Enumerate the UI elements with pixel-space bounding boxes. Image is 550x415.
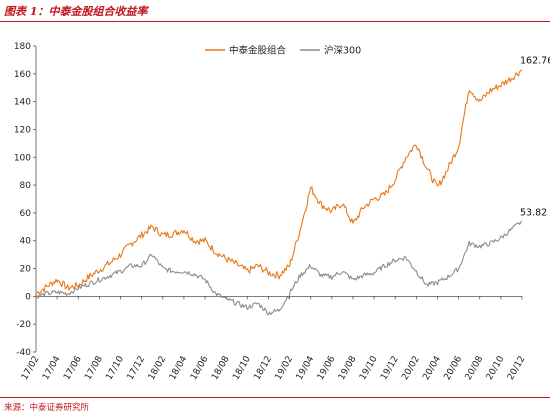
x-tick-label: 19/12 [379, 355, 401, 382]
x-tick-label: 18/06 [189, 354, 211, 382]
x-tick-label: 19/10 [358, 354, 380, 382]
legend-label: 中泰金股组合 [229, 45, 287, 57]
x-tick-label: 18/08 [210, 354, 232, 382]
figure-title: 图表 1：中泰金股组合收益率 [4, 5, 148, 18]
x-tick-label: 17/08 [83, 354, 105, 382]
y-tick-label: 60 [20, 209, 32, 219]
y-tick-label: 140 [14, 98, 31, 108]
x-tick-label: 17/12 [126, 355, 148, 382]
y-tick-label: 160 [14, 70, 31, 80]
x-tick-label: 19/02 [274, 355, 296, 382]
y-tick-label: 80 [20, 181, 32, 191]
source-divider [0, 397, 550, 398]
legend-label: 沪深300 [324, 45, 361, 57]
chart-legend: 中泰金股组合 沪深300 [205, 45, 361, 57]
y-tick-label: 20 [20, 265, 32, 275]
y-tick-label: 180 [14, 42, 31, 52]
end-label-index: 53.82 [520, 207, 547, 218]
x-tick-label: 17/02 [20, 355, 42, 382]
x-tick-label: 17/10 [104, 354, 126, 382]
x-tick-label: 20/08 [464, 354, 486, 382]
chart-axes: -40 -20 0 20 40 60 80 100 120 140 160 180 17/02 17/04… [14, 42, 528, 382]
y-tick-label: -20 [16, 320, 31, 330]
x-tick-label: 20/02 [400, 355, 422, 382]
source-note: 来源：中泰证券研究所 [4, 403, 90, 413]
title-divider [0, 21, 550, 22]
y-tick-label: 100 [14, 153, 31, 163]
x-tick-label: 18/12 [252, 355, 274, 382]
series-line-index [35, 220, 523, 316]
x-tick-label: 17/04 [41, 354, 63, 382]
x-tick-label: 20/04 [421, 354, 443, 382]
x-tick-label: 18/02 [147, 355, 169, 382]
chart-series: 162.76 53.82 [35, 56, 550, 316]
x-tick-label: 20/12 [506, 355, 528, 382]
line-chart: -40 -20 0 20 40 60 80 100 120 140 160 180 17/02 17/04… [14, 42, 550, 382]
series-line-portfolio [35, 69, 523, 295]
end-label-portfolio: 162.76 [520, 56, 550, 67]
y-tick-label: 120 [14, 125, 31, 135]
x-tick-label: 17/06 [62, 354, 84, 382]
y-tick-label: 0 [25, 292, 31, 302]
x-tick-label: 19/06 [316, 354, 338, 382]
x-tick-label: 20/10 [485, 354, 507, 382]
x-tick-label: 18/10 [231, 354, 253, 382]
x-tick-label: 19/04 [295, 354, 317, 382]
y-tick-label: 40 [20, 237, 32, 247]
y-tick-label: -40 [16, 348, 31, 358]
x-tick-label: 20/06 [443, 354, 465, 382]
x-tick-label: 18/04 [168, 354, 190, 382]
x-tick-label: 19/08 [337, 354, 359, 382]
